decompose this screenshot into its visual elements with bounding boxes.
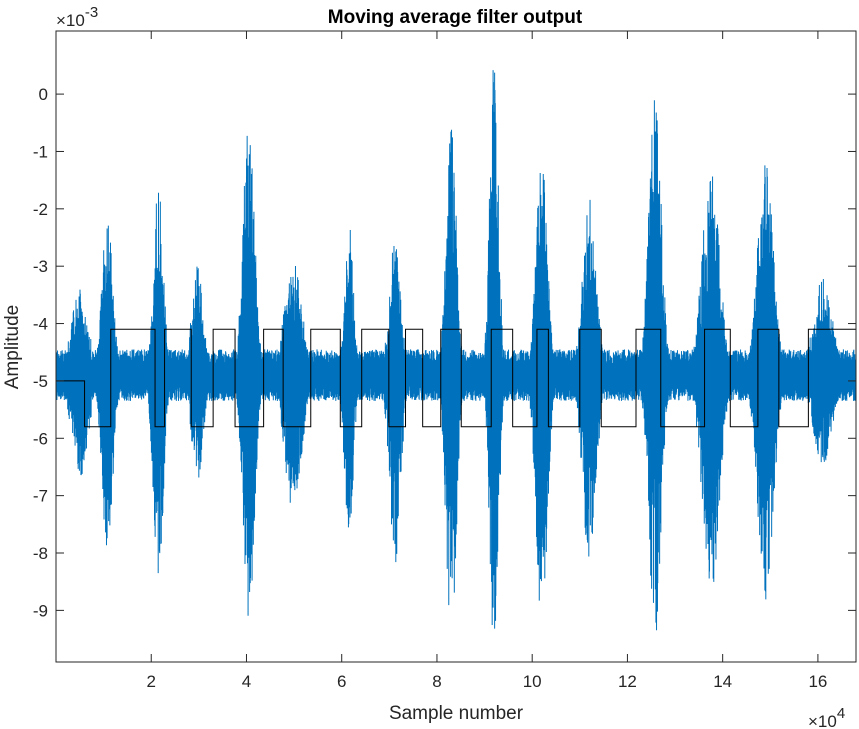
y-exponent-power: -3 — [85, 4, 98, 21]
x-tick-label: 4 — [242, 672, 251, 691]
y-axis: -9 -8 -7 -6 -5 -4 -3 -2 -1 0 — [33, 85, 856, 620]
svg-text:×10-3: ×10-3 — [56, 4, 98, 30]
x-tick-label: 16 — [808, 672, 827, 691]
y-tick-label: -9 — [33, 601, 48, 620]
x-tick-label: 8 — [432, 672, 441, 691]
y-exponent-base: ×10 — [56, 11, 85, 30]
x-exponent-base: ×10 — [808, 712, 837, 729]
svg-text:×104: ×104 — [808, 705, 845, 729]
x-exponent-power: 4 — [837, 705, 845, 722]
y-axis-label: Amplitude — [2, 305, 23, 390]
y-tick-label: -2 — [33, 200, 48, 219]
x-exponent-label: ×104 — [808, 705, 845, 729]
plot-area-frame — [55, 30, 857, 663]
x-tick-label: 10 — [523, 672, 542, 691]
y-exponent-label: ×10-3 — [56, 4, 98, 30]
y-tick-label: -1 — [33, 142, 48, 161]
x-axis-label: Sample number — [389, 703, 524, 724]
x-tick-label: 14 — [713, 672, 732, 691]
signal-line — [56, 70, 856, 631]
chart-title: Moving average filter output — [328, 7, 583, 28]
y-tick-label: 0 — [39, 85, 48, 104]
y-tick-label: -3 — [33, 257, 48, 276]
x-tick-label: 2 — [147, 672, 156, 691]
x-tick-label: 6 — [337, 672, 346, 691]
series-layer — [56, 70, 856, 631]
x-tick-label: 12 — [618, 672, 637, 691]
y-tick-label: -6 — [33, 429, 48, 448]
y-tick-label: -5 — [33, 372, 48, 391]
envelope-step-line — [56, 328, 856, 428]
x-axis: 2 4 6 8 10 12 14 16 — [147, 31, 827, 691]
y-tick-label: -4 — [33, 315, 48, 334]
y-tick-label: -7 — [33, 487, 48, 506]
y-tick-label: -8 — [33, 544, 48, 563]
